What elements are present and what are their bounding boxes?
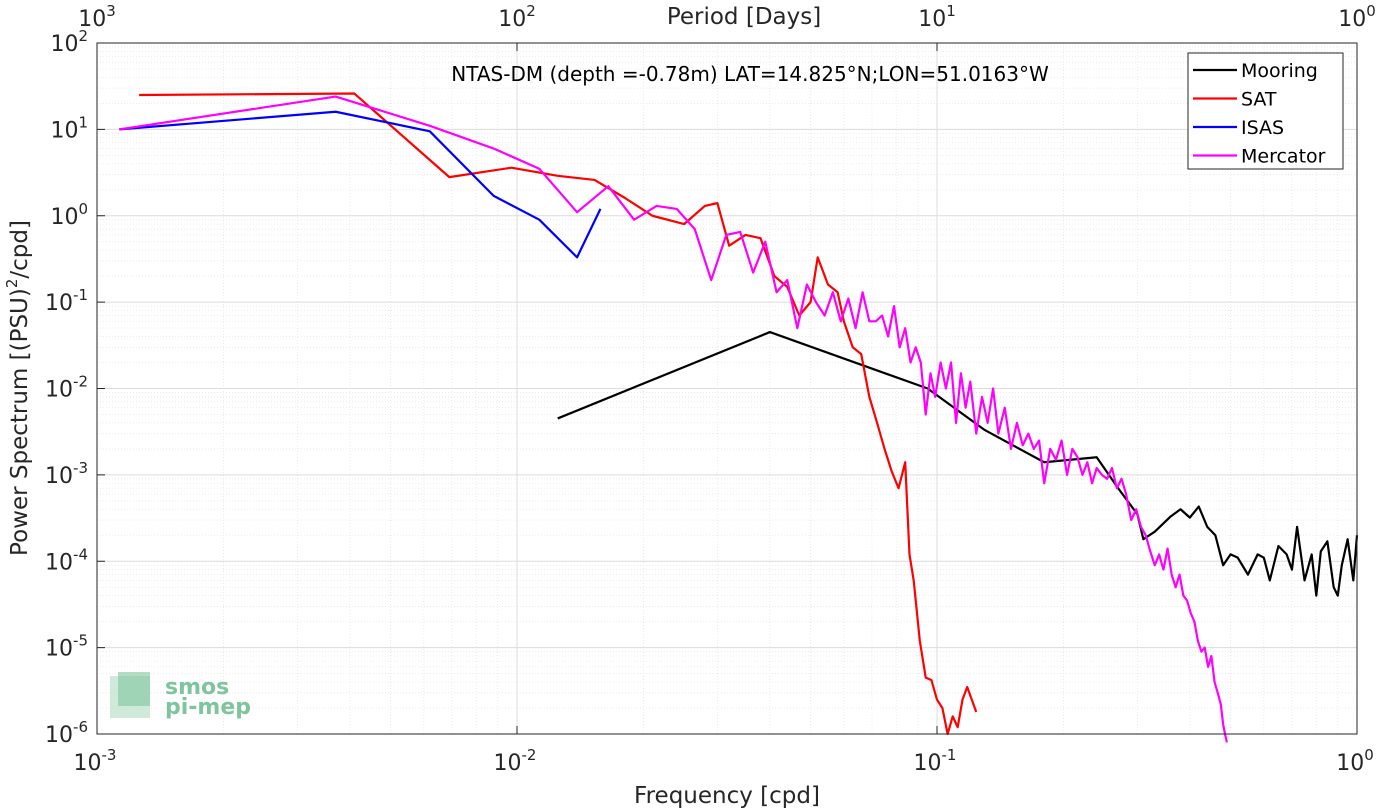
x-tick-label-base: 10 [914, 751, 942, 776]
x-tick-label-base: 10 [1336, 751, 1364, 776]
top-tick-label-base: 10 [1338, 7, 1366, 32]
series-line-sat [139, 92, 978, 736]
y-tick-label-exp: 1 [78, 113, 88, 131]
y-tick-label: 100 [50, 200, 88, 230]
y-tick-label-base: 10 [45, 550, 73, 575]
x-tick-label-exp: -2 [522, 746, 537, 764]
y-tick-label-base: 10 [50, 205, 78, 230]
y-tick-label-exp: -2 [73, 373, 88, 391]
y-tick-label-base: 10 [45, 637, 73, 662]
x-tick-label-base: 10 [494, 751, 522, 776]
y-tick-label: 10-3 [45, 459, 88, 489]
y-tick-label-base: 10 [45, 291, 73, 316]
top-tick-label: 102 [498, 2, 536, 32]
top-tick-label-exp: 3 [106, 2, 116, 20]
y-tick-label-exp: -3 [73, 459, 88, 477]
y-tick-label-base: 10 [45, 464, 73, 489]
series-line-isas [119, 110, 602, 259]
chart-title: NTAS-DM (depth =-0.78m) LAT=14.825°N;LON… [451, 62, 1049, 86]
y-tick-label-exp: -4 [73, 545, 88, 563]
y-tick-label: 101 [50, 113, 88, 143]
x-tick-label: 10-2 [494, 746, 537, 776]
x-tick-label-exp: -3 [102, 746, 117, 764]
series-line-mercator [119, 95, 1228, 743]
grid [96, 42, 1358, 735]
y-tick-label-exp: -6 [73, 718, 88, 736]
top-tick-label-exp: 2 [526, 2, 536, 20]
y-tick-label-exp: 2 [78, 27, 88, 45]
x-tick-label: 100 [1336, 746, 1374, 776]
series-layer [119, 92, 1359, 743]
y-axis-title-prefix: Power Spectrum [(PSU) [7, 288, 33, 556]
y-tick-label-exp: 0 [78, 200, 88, 218]
top-axis-title: Period [Days] [667, 4, 821, 30]
top-tick-label-base: 10 [918, 7, 946, 32]
top-tick-label: 101 [918, 2, 956, 32]
top-tick-label: 103 [78, 2, 116, 32]
logo-mark-layer [118, 672, 150, 706]
x-axis-title: Frequency [cpd] [634, 783, 820, 809]
y-tick-label: 10-1 [45, 286, 88, 316]
y-tick-label: 10-5 [45, 632, 88, 662]
y-tick-label: 10-6 [45, 718, 88, 748]
x-tick-label-base: 10 [74, 751, 102, 776]
legend-label: SAT [1241, 89, 1277, 111]
top-tick-label-exp: 1 [946, 2, 956, 20]
top-tick-label: 100 [1338, 2, 1376, 32]
legend-box [1187, 52, 1344, 170]
series-line-mooring [557, 330, 1359, 597]
y-axis-title-suffix: /cpd] [7, 220, 33, 279]
y-tick-label: 102 [50, 27, 88, 57]
y-tick-label-base: 10 [50, 118, 78, 143]
legend-label: ISAS [1241, 117, 1284, 139]
y-axis-title: Power Spectrum [(PSU)2/cpd] [3, 220, 33, 556]
top-tick-label-base: 10 [78, 7, 106, 32]
y-tick-label-base: 10 [50, 32, 78, 57]
ticks: 10-3 10-2 10-1 10010210110010-110-210-310-4… [45, 2, 1376, 776]
top-tick-label-exp: 0 [1366, 2, 1376, 20]
smos-logo: smos pi-mep [110, 672, 251, 720]
x-tick-label: 10-1 [914, 746, 957, 776]
y-tick-label-exp: -5 [73, 632, 88, 650]
legend: Mooring SAT ISAS Mercator [1187, 52, 1344, 170]
y-tick-label-base: 10 [45, 378, 73, 403]
y-tick-label: 10-4 [45, 545, 88, 575]
top-tick-label-base: 10 [498, 7, 526, 32]
y-axis-title-exp: 2 [3, 279, 21, 289]
legend-label: Mooring [1241, 60, 1318, 82]
y-tick-label: 10-2 [45, 373, 88, 403]
x-tick-label-exp: -1 [942, 746, 957, 764]
logo-text-smos: smos [165, 675, 229, 700]
x-tick-label: 10-3 [74, 746, 117, 776]
logo-text-pimep: pi-mep [165, 695, 251, 720]
legend-label: Mercator [1241, 146, 1326, 168]
x-tick-label-exp: 0 [1364, 746, 1374, 764]
y-tick-label-exp: -1 [73, 286, 88, 304]
y-tick-label-base: 10 [45, 723, 73, 748]
